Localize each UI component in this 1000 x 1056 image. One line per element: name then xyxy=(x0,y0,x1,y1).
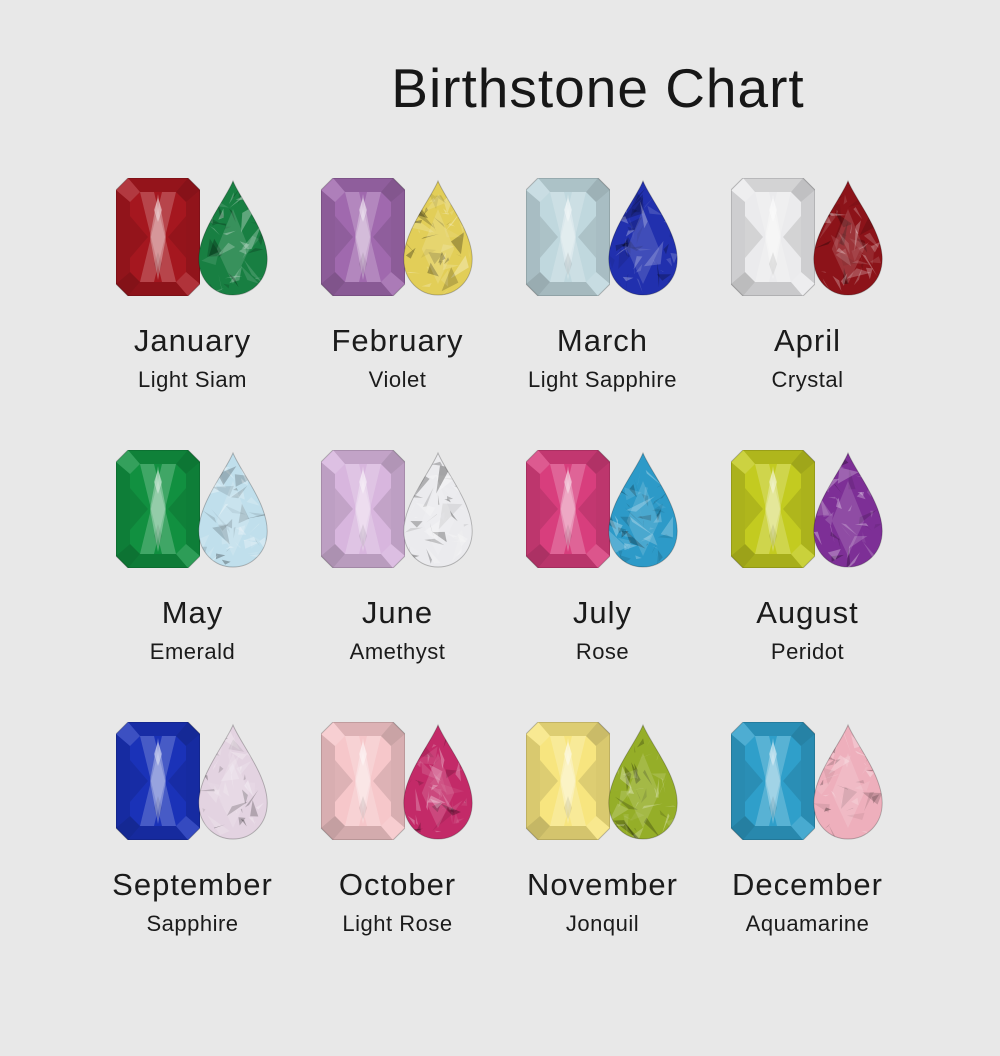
month-cell: April Crystal xyxy=(705,178,910,393)
stone-name: Amethyst xyxy=(350,639,446,665)
radiant-cut-gem-icon xyxy=(526,450,610,568)
pear-cut-gem-icon xyxy=(402,179,474,297)
month-name: February xyxy=(331,323,463,359)
gem-pair xyxy=(526,178,679,296)
month-cell: January Light Siam xyxy=(90,178,295,393)
stone-name: Sapphire xyxy=(146,911,238,937)
gem-pair xyxy=(321,178,474,296)
pear-cut-gem-icon xyxy=(197,179,269,297)
pear-cut-gem-icon xyxy=(197,723,269,841)
pear-cut-gem-icon xyxy=(812,723,884,841)
month-name: December xyxy=(732,867,883,903)
radiant-cut-gem-icon xyxy=(731,722,815,840)
gem-pair xyxy=(731,450,884,568)
gem-pair xyxy=(526,450,679,568)
months-grid: January Light Siam February Violet March… xyxy=(0,178,1000,937)
gem-pair xyxy=(526,722,679,840)
radiant-cut-gem-icon xyxy=(116,178,200,296)
month-name: June xyxy=(362,595,433,631)
month-cell: September Sapphire xyxy=(90,722,295,937)
month-cell: June Amethyst xyxy=(295,450,500,665)
month-cell: May Emerald xyxy=(90,450,295,665)
stone-name: Light Siam xyxy=(138,367,247,393)
stone-name: Light Sapphire xyxy=(528,367,677,393)
month-name: October xyxy=(339,867,456,903)
month-name: March xyxy=(557,323,648,359)
month-name: January xyxy=(134,323,251,359)
gem-pair xyxy=(731,178,884,296)
month-name: August xyxy=(756,595,859,631)
stone-name: Emerald xyxy=(150,639,235,665)
radiant-cut-gem-icon xyxy=(116,450,200,568)
radiant-cut-gem-icon xyxy=(526,178,610,296)
gem-pair xyxy=(731,722,884,840)
radiant-cut-gem-icon xyxy=(321,178,405,296)
radiant-cut-gem-icon xyxy=(321,722,405,840)
radiant-cut-gem-icon xyxy=(731,178,815,296)
gem-pair xyxy=(116,722,269,840)
pear-cut-gem-icon xyxy=(402,451,474,569)
month-cell: October Light Rose xyxy=(295,722,500,937)
stone-name: Rose xyxy=(576,639,629,665)
month-name: November xyxy=(527,867,678,903)
pear-cut-gem-icon xyxy=(607,723,679,841)
stone-name: Light Rose xyxy=(342,911,452,937)
radiant-cut-gem-icon xyxy=(116,722,200,840)
stone-name: Crystal xyxy=(772,367,844,393)
page-title: Birthstone Chart xyxy=(98,56,1000,120)
stone-name: Jonquil xyxy=(566,911,639,937)
gem-pair xyxy=(321,450,474,568)
month-name: April xyxy=(774,323,841,359)
radiant-cut-gem-icon xyxy=(526,722,610,840)
stone-name: Aquamarine xyxy=(746,911,870,937)
pear-cut-gem-icon xyxy=(402,723,474,841)
month-cell: March Light Sapphire xyxy=(500,178,705,393)
month-name: July xyxy=(573,595,632,631)
pear-cut-gem-icon xyxy=(607,451,679,569)
month-cell: November Jonquil xyxy=(500,722,705,937)
gem-pair xyxy=(321,722,474,840)
month-name: September xyxy=(112,867,273,903)
pear-cut-gem-icon xyxy=(812,179,884,297)
gem-pair xyxy=(116,178,269,296)
month-cell: December Aquamarine xyxy=(705,722,910,937)
month-cell: July Rose xyxy=(500,450,705,665)
month-cell: February Violet xyxy=(295,178,500,393)
birthstone-chart-page: Birthstone Chart January Light Siam Febr… xyxy=(0,56,1000,1056)
radiant-cut-gem-icon xyxy=(731,450,815,568)
pear-cut-gem-icon xyxy=(607,179,679,297)
radiant-cut-gem-icon xyxy=(321,450,405,568)
month-cell: August Peridot xyxy=(705,450,910,665)
stone-name: Violet xyxy=(369,367,427,393)
month-name: May xyxy=(162,595,224,631)
gem-pair xyxy=(116,450,269,568)
pear-cut-gem-icon xyxy=(812,451,884,569)
pear-cut-gem-icon xyxy=(197,451,269,569)
stone-name: Peridot xyxy=(771,639,844,665)
